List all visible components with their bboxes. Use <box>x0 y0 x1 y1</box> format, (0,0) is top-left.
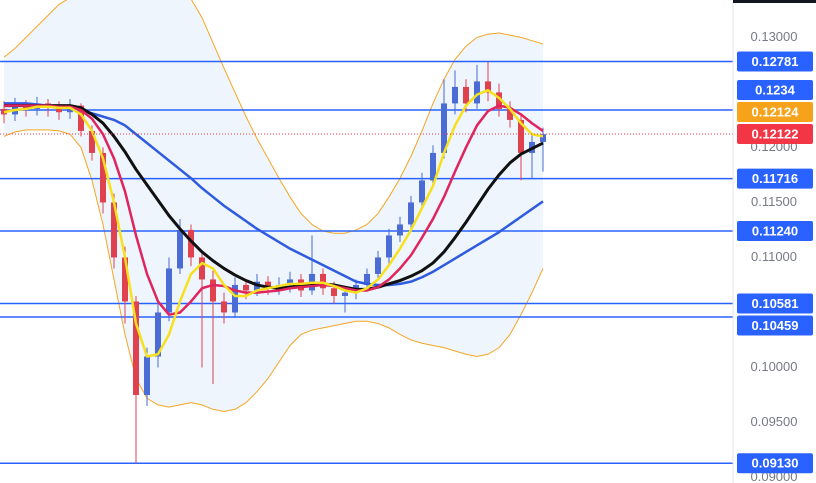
level-label: 0.10459 <box>752 318 799 333</box>
plot-area <box>0 0 733 464</box>
level-label: 0.1234 <box>755 82 796 97</box>
moving-average <box>4 104 544 316</box>
y-tick-label: 0.13000 <box>751 29 798 44</box>
candle-body <box>133 301 139 395</box>
candle-body <box>463 86 469 104</box>
y-tick-label: 0.11000 <box>751 249 797 264</box>
candle-body <box>540 134 546 142</box>
moving-average <box>3 88 544 358</box>
candle-body <box>441 103 447 153</box>
level-label-box <box>737 315 813 336</box>
price-label-box <box>737 124 813 145</box>
level-label-box <box>737 51 813 72</box>
candle-body <box>122 257 128 302</box>
candle-body <box>78 105 84 131</box>
candle-body <box>188 229 194 258</box>
candle-body <box>144 356 150 395</box>
candle-body <box>320 273 326 289</box>
candle-body <box>485 81 491 93</box>
moving-average <box>4 102 544 287</box>
candle-body <box>199 257 205 280</box>
level-label-box <box>737 453 813 474</box>
level-label: 0.12781 <box>752 54 799 69</box>
candle-body <box>342 292 348 296</box>
candle-body <box>430 152 436 181</box>
candle-body <box>265 281 271 289</box>
candle-body <box>155 312 161 357</box>
level-label-box <box>737 293 813 314</box>
candle-body <box>397 224 403 236</box>
band-lower <box>3 129 544 412</box>
candle-body <box>166 268 172 313</box>
candle-body <box>518 119 524 153</box>
candle-body <box>243 284 249 291</box>
level-label-box <box>737 168 813 189</box>
candle-body <box>474 81 480 104</box>
price-label: 0.12124 <box>752 104 800 119</box>
y-tick-label: 0.09500 <box>751 414 798 429</box>
candle-body <box>507 108 513 120</box>
price-label-box <box>737 102 813 123</box>
candle-body <box>232 284 238 313</box>
axis-top-bar <box>733 0 816 3</box>
candle-body <box>111 202 117 258</box>
candle-body <box>375 257 381 274</box>
level-label-box <box>737 221 813 242</box>
candle-body <box>419 180 425 203</box>
candle-body <box>386 235 392 258</box>
price-axis: 0.090000.095000.100000.110000.115000.120… <box>737 29 813 483</box>
candle-body <box>210 279 216 302</box>
candle-body <box>221 301 227 313</box>
candle-body <box>100 152 106 203</box>
price-label: 0.12122 <box>752 126 799 141</box>
level-label-box <box>737 80 813 101</box>
candle-body <box>177 229 183 269</box>
level-label: 0.11240 <box>752 223 798 238</box>
candle-body <box>364 273 370 285</box>
candle-body <box>331 288 337 296</box>
candle-body <box>452 86 458 104</box>
y-tick-label: 0.11500 <box>751 194 797 209</box>
candle-body <box>287 279 293 285</box>
candle-body <box>23 105 29 109</box>
level-label: 0.09130 <box>752 456 799 471</box>
level-label: 0.11716 <box>752 171 798 186</box>
candle-body <box>89 130 95 153</box>
band-upper <box>3 0 544 234</box>
y-tick-label: 0.10000 <box>751 359 798 374</box>
level-label: 0.10581 <box>752 296 799 311</box>
candle-body <box>56 107 62 113</box>
candle-body <box>408 202 414 225</box>
candle-body <box>496 92 502 109</box>
